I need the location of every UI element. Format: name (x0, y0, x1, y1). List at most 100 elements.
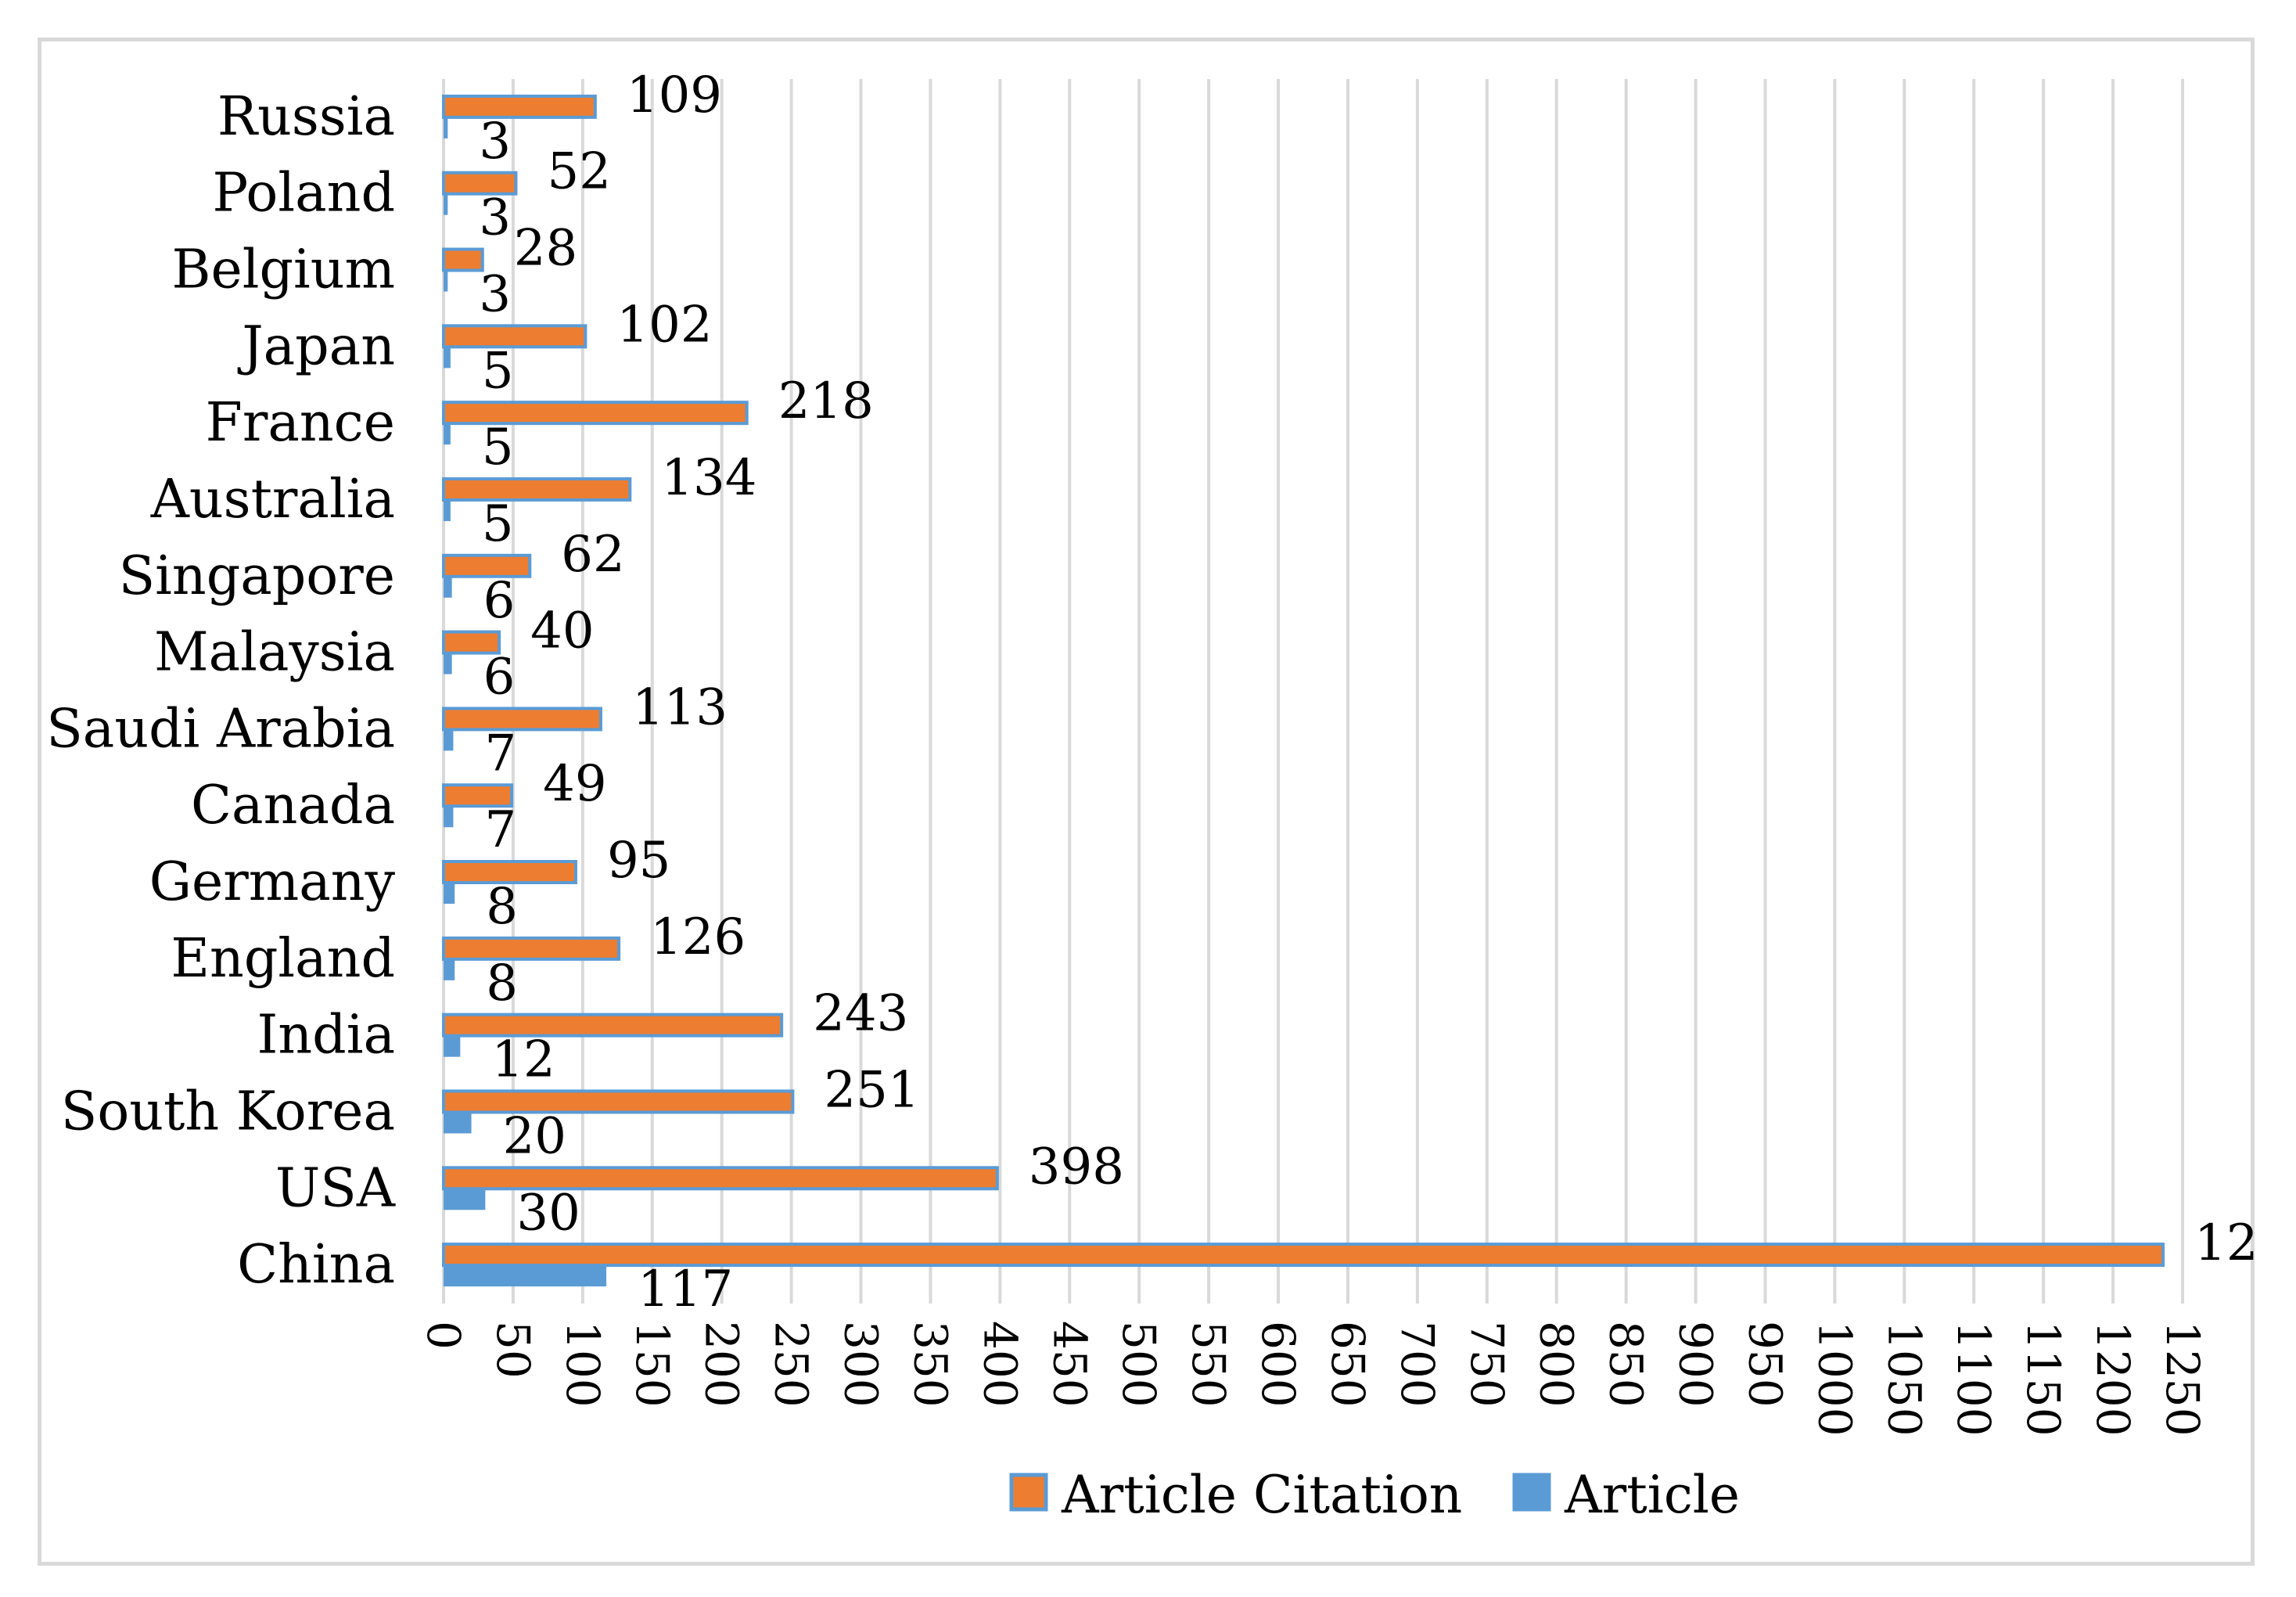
category-label-canada: Canada (191, 775, 395, 836)
legend-article-swatch (1512, 1473, 1551, 1512)
data-label-article-citation-south-korea: 251 (824, 1061, 919, 1119)
bar-article-south-korea (444, 1112, 472, 1134)
data-label-article-citation-poland: 52 (547, 143, 610, 201)
x-axis-tick-labels: 0 50 100 150 200 250 300 350 400 450 500 550 600 650 7… (417, 1321, 2209, 1437)
bar-article-russia (444, 117, 448, 138)
bar-article-usa (444, 1189, 486, 1210)
category-label-singapore: Singapore (119, 545, 395, 607)
legend: Article Citation Article (1009, 1465, 1740, 1525)
bar-article-singapore (444, 576, 452, 598)
x-tick-150: 150 (626, 1321, 679, 1408)
data-label-article-citation-russia: 109 (627, 67, 722, 124)
category-label-russia: Russia (217, 86, 395, 148)
x-tick-450: 450 (1043, 1321, 1096, 1408)
gridlines (442, 79, 2184, 1304)
bar-article-china (444, 1265, 607, 1287)
x-tick-600: 600 (1252, 1321, 1305, 1408)
x-tick-700: 700 (1391, 1321, 1444, 1408)
bar-article-citation-russia (442, 94, 597, 119)
bar-article-citation-belgium (442, 247, 484, 272)
bar-article-citation-usa (442, 1166, 999, 1191)
bar-article-citation-india (442, 1013, 784, 1038)
bar-article-australia (444, 499, 451, 521)
bar-article-citation-malaysia (442, 630, 501, 655)
x-tick-0: 0 (417, 1321, 470, 1350)
data-label-article-india: 12 (491, 1031, 555, 1089)
bar-article-citation-germany (442, 860, 577, 885)
data-label-article-france: 5 (482, 419, 514, 477)
x-tick-1200: 1200 (2086, 1321, 2140, 1437)
category-label-malaysia: Malaysia (154, 622, 395, 684)
bar-article-india (444, 1035, 461, 1057)
category-label-france: France (206, 392, 395, 454)
x-tick-1250: 1250 (2156, 1321, 2209, 1437)
data-label-article-citation-singapore: 62 (561, 526, 624, 584)
bar-article-malaysia (444, 653, 452, 674)
bar-article-citation-saudi-arabia (442, 707, 602, 732)
data-label-article-poland: 3 (479, 189, 511, 247)
data-label-article-singapore: 6 (483, 572, 516, 630)
bar-article-citation-singapore (442, 553, 532, 578)
legend-article-citation-swatch (1009, 1473, 1048, 1512)
data-label-article-citation-china: 1236 (2194, 1214, 2258, 1272)
x-tick-1100: 1100 (1947, 1321, 2000, 1437)
bar-article-citation-south-korea (442, 1089, 795, 1114)
category-label-india: India (257, 1005, 395, 1066)
x-tick-900: 900 (1669, 1321, 1723, 1408)
data-label-article-citation-malaysia: 40 (530, 602, 594, 660)
category-label-south-korea: South Korea (61, 1081, 395, 1142)
data-label-article-citation-england: 126 (650, 908, 746, 966)
bar-article-england (444, 959, 455, 980)
bar-article-citation-poland (442, 171, 518, 196)
data-label-article-citation-usa: 398 (1029, 1138, 1124, 1196)
x-tick-250: 250 (765, 1321, 818, 1408)
category-labels: China USA South Korea India England Germany Ca… (46, 86, 396, 1296)
bar-article-citation-japan (442, 324, 587, 349)
x-tick-650: 650 (1321, 1321, 1374, 1408)
category-label-usa: USA (275, 1157, 396, 1219)
data-label-article-china: 117 (638, 1261, 733, 1318)
x-tick-800: 800 (1530, 1321, 1583, 1408)
data-label-article-citation-japan: 102 (616, 296, 712, 354)
data-label-article-germany: 8 (486, 878, 518, 936)
bar-article-citation-england (442, 936, 621, 961)
data-label-article-canada: 7 (484, 801, 516, 859)
category-label-poland: Poland (212, 163, 395, 225)
legend-article-label: Article (1564, 1465, 1740, 1525)
bar-article-belgium (444, 270, 448, 292)
bar-article-citation-china (442, 1243, 2165, 1268)
data-label-article-australia: 5 (482, 495, 514, 553)
bar-article-canada (444, 806, 454, 828)
legend-article-citation-label: Article Citation (1061, 1465, 1462, 1525)
data-label-article-south-korea: 20 (503, 1107, 566, 1165)
data-label-article-citation-saudi-arabia: 113 (632, 678, 728, 736)
data-label-article-belgium: 3 (479, 266, 511, 324)
bar-article-citation-france (442, 401, 749, 426)
data-labels: 1236117398302512024312126895849711374066… (479, 67, 2258, 1318)
category-label-japan: Japan (237, 315, 395, 377)
data-label-article-citation-india: 243 (813, 985, 908, 1043)
data-label-article-russia: 3 (479, 113, 511, 171)
chart-frame: China USA South Korea India England Germany Ca… (38, 38, 2258, 1566)
category-label-england: England (171, 928, 395, 990)
x-tick-300: 300 (835, 1321, 888, 1408)
data-label-article-citation-belgium: 28 (514, 220, 577, 278)
category-label-australia: Australia (150, 469, 395, 531)
x-tick-1050: 1050 (1877, 1321, 1931, 1437)
bar-article-citation-canada (442, 783, 514, 808)
x-tick-500: 500 (1112, 1321, 1166, 1408)
data-label-article-citation-australia: 134 (661, 449, 756, 507)
x-tick-850: 850 (1600, 1321, 1653, 1408)
data-label-article-saudi-arabia: 7 (484, 725, 516, 782)
category-label-saudi-arabia: Saudi Arabia (46, 698, 395, 760)
x-tick-550: 550 (1182, 1321, 1235, 1408)
bar-chart: China USA South Korea India England Germany Ca… (46, 67, 2258, 1525)
data-label-article-citation-canada: 49 (543, 755, 606, 813)
x-tick-950: 950 (1738, 1321, 1791, 1408)
bar-article-poland (444, 193, 448, 215)
x-tick-1150: 1150 (2017, 1321, 2070, 1437)
x-tick-100: 100 (556, 1321, 609, 1408)
bar-article-germany (444, 883, 455, 905)
data-label-article-england: 8 (486, 955, 518, 1013)
bar-article-saudi-arabia (444, 729, 454, 751)
